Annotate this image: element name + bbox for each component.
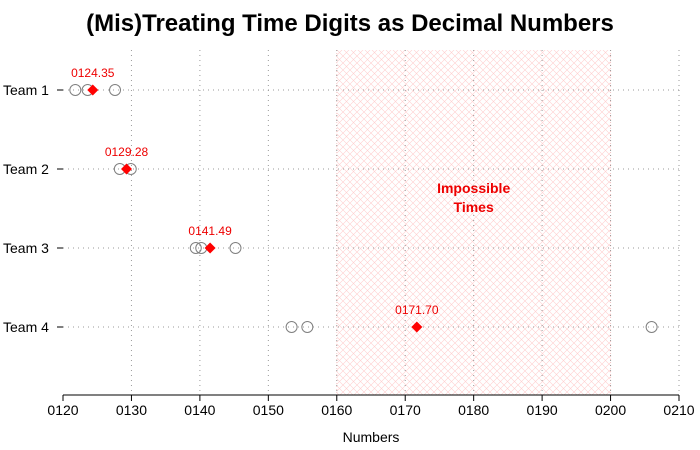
y-axis-categories: Team 1 Team 2 Team 3 Team 4 (3, 82, 63, 335)
impossible-times-region: Impossible Times (336, 50, 612, 395)
x-axis: 0120 0130 0140 0150 0160 0170 0180 0190 0200 0210 (47, 394, 695, 418)
x-tick-label: 0130 (116, 402, 147, 418)
x-tick-label: 0170 (390, 402, 421, 418)
y-category-label: Team 4 (3, 319, 49, 335)
mean-label: 0141.49 (188, 224, 232, 238)
chart-title: (Mis)Treating Time Digits as Decimal Num… (86, 10, 614, 37)
x-tick-label: 0200 (595, 402, 626, 418)
data-points: 0124.35 0129.28 0141.49 0171.70 (69, 66, 658, 333)
x-tick-label: 0180 (458, 402, 489, 418)
x-tick-label: 0160 (321, 402, 352, 418)
x-tick-label: 0210 (663, 402, 694, 418)
x-tick-label: 0190 (527, 402, 558, 418)
mean-diamond (87, 84, 99, 96)
time-point-circle (109, 84, 122, 96)
x-tick-label: 0150 (253, 402, 284, 418)
impossible-times-label-line-1: Impossible (437, 180, 510, 196)
time-point-circle (285, 321, 298, 333)
impossible-times-shading (336, 50, 611, 395)
time-point-circle (645, 321, 658, 333)
mean-diamond (411, 321, 423, 333)
impossible-times-label-line-2: Times (454, 199, 494, 215)
mean-label: 0129.28 (105, 145, 149, 159)
y-category-label: Team 3 (3, 240, 49, 256)
x-tick-label: 0140 (184, 402, 215, 418)
mean-label: 0171.70 (395, 303, 439, 317)
time-point-circle (301, 321, 314, 333)
time-point-circle (229, 242, 242, 254)
time-point-circle (69, 84, 82, 96)
mean-diamond (121, 163, 133, 175)
x-tick-label: 0120 (47, 402, 78, 418)
x-axis-title: Numbers (343, 429, 400, 445)
mean-diamond (204, 242, 216, 254)
time-point-circle (189, 242, 202, 254)
mean-label: 0124.35 (71, 66, 115, 80)
y-category-label: Team 2 (3, 161, 49, 177)
y-category-label: Team 1 (3, 82, 49, 98)
